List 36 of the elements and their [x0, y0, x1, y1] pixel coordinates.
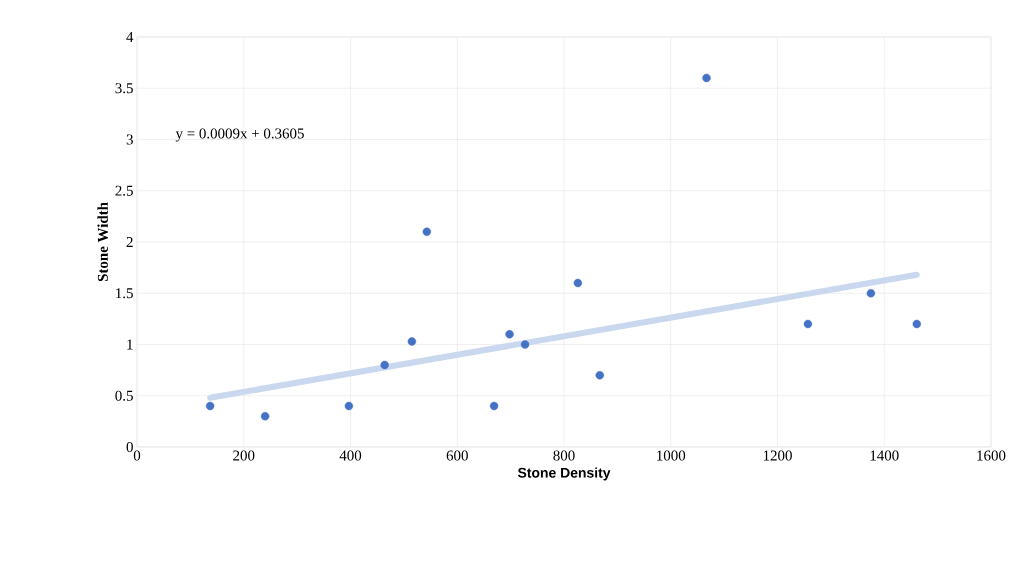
point — [520, 340, 530, 349]
x-tick-label: 600 — [446, 450, 468, 461]
x-tick-label: 800 — [553, 450, 575, 461]
point — [407, 337, 417, 346]
y-tick-label: 1 — [127, 339, 133, 350]
x-axis-title: Stone Density — [517, 467, 611, 481]
y-tick-label: 0 — [126, 441, 133, 453]
point — [595, 371, 604, 380]
point — [702, 73, 711, 83]
x-tick-label: 200 — [233, 450, 255, 461]
point — [380, 360, 389, 370]
point — [205, 401, 215, 411]
y-axis-title: Stone Width — [97, 202, 108, 282]
point — [803, 319, 813, 329]
x-tick-label: 400 — [339, 450, 362, 461]
y-tick-label: 2.5 — [115, 185, 133, 196]
x-tick-label: 1600 — [977, 450, 1006, 461]
point — [573, 278, 583, 288]
y-tick-label: 0.5 — [115, 390, 133, 401]
x-tick-label: 1200 — [763, 450, 792, 461]
annotation: y = 0.0009x + 0.3605 — [175, 128, 304, 142]
x-tick-label: 0 — [133, 450, 141, 461]
point — [422, 227, 432, 236]
point — [866, 289, 876, 298]
y-tick-label: 2 — [126, 237, 133, 247]
point — [489, 401, 499, 411]
point — [344, 401, 354, 411]
y-tick-label: 3.5 — [115, 83, 133, 94]
y-tick-label: 4 — [126, 32, 134, 42]
point — [912, 319, 922, 329]
x-tick-label: 1400 — [870, 450, 899, 461]
y-tick-label: 3 — [126, 134, 133, 145]
point — [260, 412, 270, 421]
point — [505, 330, 514, 339]
x-tick-label: 1000 — [657, 450, 686, 461]
y-tick-label: 1.5 — [116, 288, 133, 299]
